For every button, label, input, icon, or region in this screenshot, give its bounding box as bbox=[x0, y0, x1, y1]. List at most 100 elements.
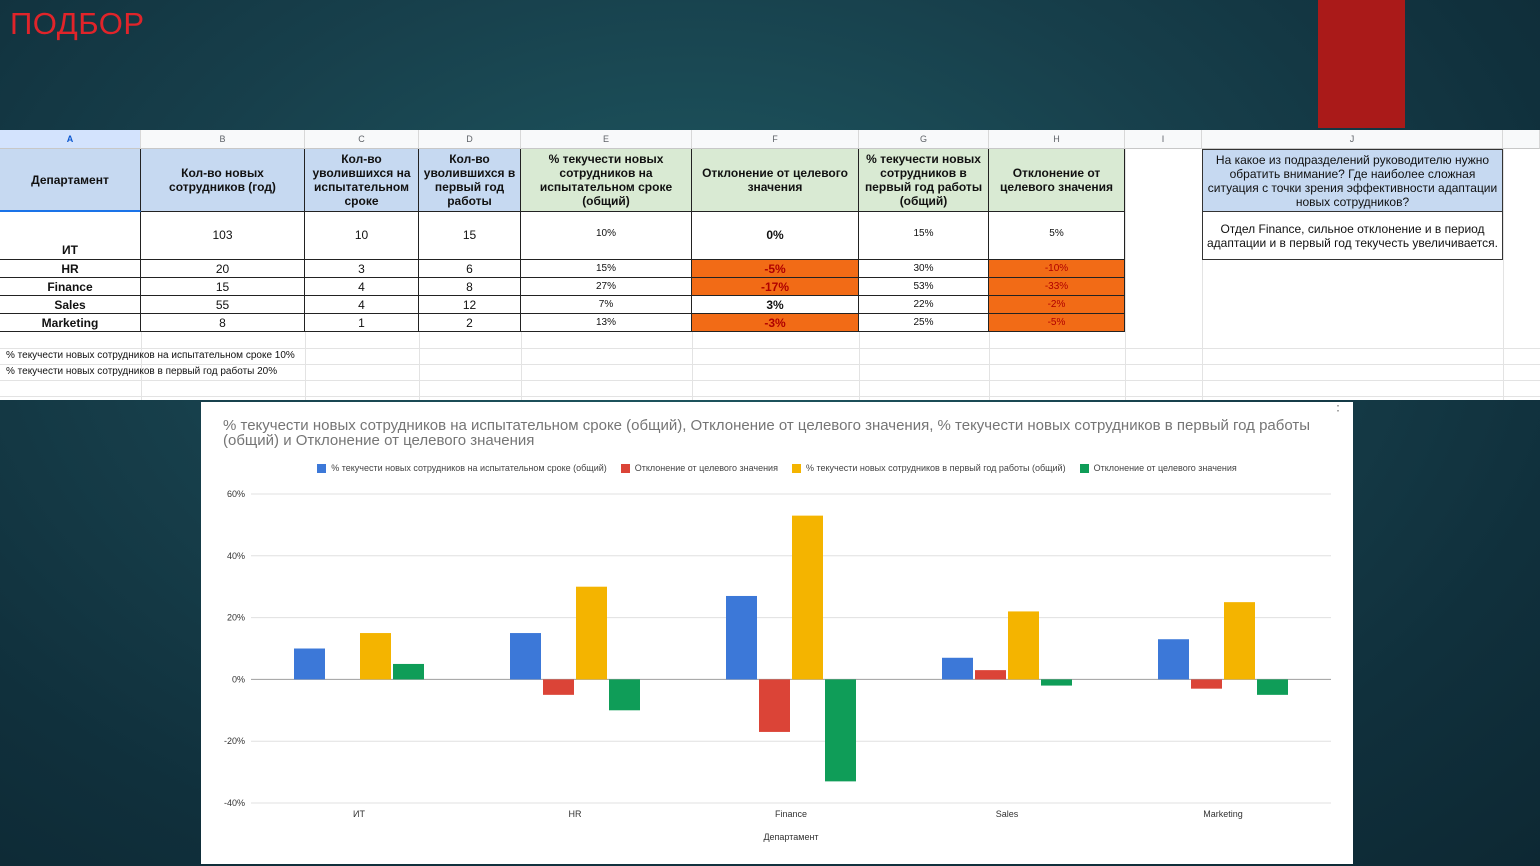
table-cell-year_pct[interactable]: 15% bbox=[859, 212, 989, 260]
table-cell-dept[interactable]: ИТ bbox=[0, 212, 141, 260]
bar-finance-series-0 bbox=[726, 595, 757, 680]
table-cell-year_pct[interactable]: 53% bbox=[859, 278, 989, 296]
table-cell-trial_dev[interactable]: -5% bbox=[692, 260, 859, 278]
table-cell-year_dev[interactable]: -2% bbox=[989, 296, 1125, 314]
answer-cell[interactable]: Отдел Finance, сильное отклонение и в пе… bbox=[1202, 212, 1503, 260]
bar-sales-series-3 bbox=[1041, 679, 1072, 686]
table-cell-left_trial[interactable]: 1 bbox=[305, 314, 419, 332]
bar-marketing-series-3 bbox=[1257, 679, 1288, 695]
header-cell[interactable]: Кол-во новых сотрудников (год) bbox=[141, 149, 305, 212]
legend-item[interactable]: % текучести новых сотрудников на испытат… bbox=[317, 463, 607, 473]
bar-marketing-series-2 bbox=[1224, 602, 1255, 680]
grid-line bbox=[0, 396, 1540, 397]
column-header-c[interactable]: C bbox=[305, 130, 419, 149]
column-header-b[interactable]: B bbox=[141, 130, 305, 149]
table-cell-year_pct[interactable]: 22% bbox=[859, 296, 989, 314]
table-cell-year_pct[interactable]: 25% bbox=[859, 314, 989, 332]
table-cell-year_dev[interactable]: -5% bbox=[989, 314, 1125, 332]
table-cell-left_trial[interactable]: 10 bbox=[305, 212, 419, 260]
legend-label: Отклонение от целевого значения bbox=[1093, 463, 1237, 473]
table-cell-trial_pct[interactable]: 27% bbox=[521, 278, 692, 296]
x-tick-label: Sales bbox=[996, 809, 1019, 819]
header-cell[interactable]: Отклонение от целевого значения bbox=[989, 149, 1125, 212]
column-header-i[interactable]: I bbox=[1125, 130, 1202, 149]
legend-swatch bbox=[791, 463, 801, 473]
header-cell[interactable]: Кол-во уволившихся в первый год работы bbox=[419, 149, 521, 212]
note-text[interactable]: % текучести новых сотрудников на испытат… bbox=[6, 350, 295, 361]
slide-title: ПОДБОР bbox=[10, 6, 145, 41]
grid-line bbox=[1503, 130, 1504, 400]
table-cell-left_trial[interactable]: 4 bbox=[305, 278, 419, 296]
legend-label: % текучести новых сотрудников в первый г… bbox=[805, 463, 1066, 473]
chart-plot: 60% 40% 20% 0% -20% -40% ИТ HR Finance Sales Marke… bbox=[224, 489, 1331, 842]
table-cell-new[interactable]: 20 bbox=[141, 260, 305, 278]
table-cell-dept[interactable]: Marketing bbox=[0, 314, 141, 332]
table-cell-left_trial[interactable]: 3 bbox=[305, 260, 419, 278]
table-cell-dept[interactable]: Sales bbox=[0, 296, 141, 314]
table-cell-year_pct[interactable]: 30% bbox=[859, 260, 989, 278]
legend-item[interactable]: % текучести новых сотрудников в первый г… bbox=[791, 463, 1066, 473]
header-cell[interactable]: Отклонение от целевого значения bbox=[692, 149, 859, 212]
y-tick-label: -20% bbox=[224, 736, 245, 746]
table-cell-trial_pct[interactable]: 15% bbox=[521, 260, 692, 278]
column-header-h[interactable]: H bbox=[989, 130, 1125, 149]
table-cell-new[interactable]: 8 bbox=[141, 314, 305, 332]
header-cell[interactable]: Департамент bbox=[0, 149, 141, 212]
column-header-e[interactable]: E bbox=[521, 130, 692, 149]
y-tick-label: 40% bbox=[227, 551, 245, 561]
table-cell-dept[interactable]: Finance bbox=[0, 278, 141, 296]
table-cell-year_dev[interactable]: -10% bbox=[989, 260, 1125, 278]
x-tick-label: HR bbox=[569, 809, 582, 819]
table-cell-left_year[interactable]: 15 bbox=[419, 212, 521, 260]
column-header-j[interactable]: J bbox=[1202, 130, 1503, 149]
table-cell-new[interactable]: 15 bbox=[141, 278, 305, 296]
table-cell-left_trial[interactable]: 4 bbox=[305, 296, 419, 314]
chart-menu-icon[interactable]: ⋮ bbox=[1331, 402, 1345, 413]
column-header-a[interactable]: A bbox=[0, 130, 141, 149]
legend-item[interactable]: Отклонение от целевого значения bbox=[620, 463, 778, 473]
table-cell-year_dev[interactable]: -33% bbox=[989, 278, 1125, 296]
header-cell[interactable]: % текучести новых сотрудников в первый г… bbox=[859, 149, 989, 212]
chart-panel: ⋮ % текучести новых сотрудников на испыт… bbox=[201, 402, 1353, 864]
table-cell-trial_pct[interactable]: 10% bbox=[521, 212, 692, 260]
grid-line bbox=[0, 380, 1540, 381]
column-header-d[interactable]: D bbox=[419, 130, 521, 149]
column-header-g[interactable]: G bbox=[859, 130, 989, 149]
y-tick-label: 60% bbox=[227, 489, 245, 499]
table-cell-year_dev[interactable]: 5% bbox=[989, 212, 1125, 260]
column-header-blank bbox=[1503, 130, 1540, 149]
table-cell-new[interactable]: 55 bbox=[141, 296, 305, 314]
header-cell[interactable]: % текучести новых сотрудников на испытат… bbox=[521, 149, 692, 212]
question-cell[interactable]: На какое из подразделений руководителю н… bbox=[1202, 149, 1503, 212]
table-cell-left_year[interactable]: 8 bbox=[419, 278, 521, 296]
bar-ит-series-0 bbox=[294, 648, 325, 680]
bar-sales-series-1 bbox=[975, 670, 1006, 680]
table-cell-trial_pct[interactable]: 7% bbox=[521, 296, 692, 314]
table-cell-left_year[interactable]: 6 bbox=[419, 260, 521, 278]
legend-swatch bbox=[620, 463, 630, 473]
legend-item[interactable]: Отклонение от целевого значения bbox=[1079, 463, 1237, 473]
table-cell-trial_pct[interactable]: 13% bbox=[521, 314, 692, 332]
chart-legend: % текучести новых сотрудников на испытат… bbox=[201, 463, 1353, 473]
note-text[interactable]: % текучести новых сотрудников в первый г… bbox=[6, 366, 278, 377]
table-cell-trial_dev[interactable]: -17% bbox=[692, 278, 859, 296]
x-tick-label: Marketing bbox=[1203, 809, 1243, 819]
table-cell-new[interactable]: 103 bbox=[141, 212, 305, 260]
table-cell-left_year[interactable]: 12 bbox=[419, 296, 521, 314]
header-cell[interactable]: Кол-во уволившихся на испытательном срок… bbox=[305, 149, 419, 212]
grid-line bbox=[0, 348, 1540, 349]
bar-ит-series-2 bbox=[360, 633, 391, 680]
table-cell-left_year[interactable]: 2 bbox=[419, 314, 521, 332]
column-header-f[interactable]: F bbox=[692, 130, 859, 149]
x-tick-label: Finance bbox=[775, 809, 807, 819]
grid-line bbox=[1125, 130, 1126, 400]
bar-sales-series-2 bbox=[1008, 611, 1039, 680]
table-cell-trial_dev[interactable]: -3% bbox=[692, 314, 859, 332]
table-cell-dept[interactable]: HR bbox=[0, 260, 141, 278]
x-tick-label: ИТ bbox=[353, 809, 365, 819]
table-cell-trial_dev[interactable]: 3% bbox=[692, 296, 859, 314]
bar-ит-series-3 bbox=[393, 663, 424, 680]
bar-finance-series-3 bbox=[825, 679, 856, 782]
table-cell-trial_dev[interactable]: 0% bbox=[692, 212, 859, 260]
y-tick-label: -40% bbox=[224, 798, 245, 808]
